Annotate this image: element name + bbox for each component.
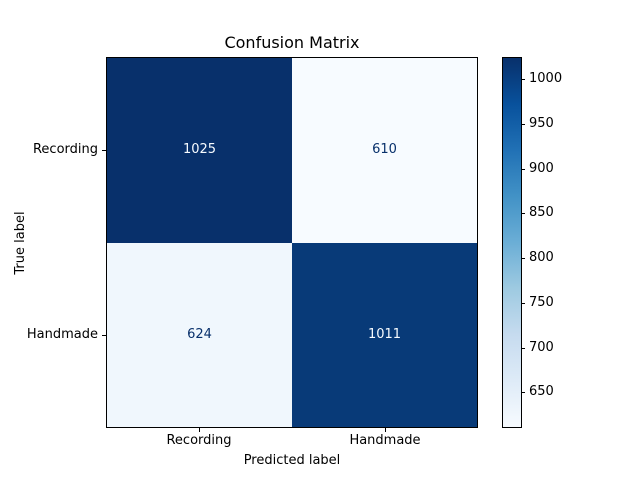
heatmap-axes: 1025 610 624 1011 — [106, 57, 478, 428]
colorbar-tick — [521, 124, 525, 125]
colorbar — [502, 57, 522, 428]
colorbar-tick-label: 800 — [529, 250, 554, 265]
colorbar-tick — [521, 348, 525, 349]
x-axis-tick — [199, 428, 200, 432]
colorbar-tick-label: 650 — [529, 384, 554, 399]
colorbar-tick — [521, 213, 525, 214]
matrix-cell-value: 624 — [187, 326, 212, 342]
chart-title: Confusion Matrix — [224, 33, 360, 52]
matrix-cell-true-handmade-pred-handmade: 1011 — [292, 242, 477, 427]
y-axis-tick — [102, 150, 106, 151]
colorbar-tick-label: 950 — [529, 116, 554, 131]
y-axis-tick — [102, 335, 106, 336]
x-tick-label-handmade: Handmade — [349, 433, 421, 448]
colorbar-gradient — [503, 58, 521, 427]
colorbar-tick-label: 900 — [529, 161, 554, 176]
matrix-cell-true-recording-pred-recording: 1025 — [107, 58, 292, 243]
colorbar-tick-label: 1000 — [529, 71, 563, 86]
matrix-cell-value: 610 — [372, 142, 397, 158]
colorbar-tick — [521, 79, 525, 80]
colorbar-tick-label: 750 — [529, 295, 554, 310]
matrix-cell-value: 1011 — [367, 326, 402, 342]
colorbar-tick-label: 850 — [529, 205, 554, 220]
y-tick-label-recording: Recording — [32, 142, 98, 157]
matrix-cell-true-handmade-pred-recording: 624 — [107, 242, 292, 427]
matrix-cell-true-recording-pred-handmade: 610 — [292, 58, 477, 243]
colorbar-tick — [521, 169, 525, 170]
x-axis-tick — [385, 428, 386, 432]
x-tick-label-recording: Recording — [166, 433, 232, 448]
y-tick-label-handmade: Handmade — [26, 327, 98, 342]
colorbar-tick — [521, 392, 525, 393]
colorbar-tick — [521, 303, 525, 304]
matrix-cell-value: 1025 — [182, 142, 217, 158]
x-axis-label: Predicted label — [243, 453, 341, 468]
colorbar-tick-label: 700 — [529, 340, 554, 355]
colorbar-tick — [521, 258, 525, 259]
y-axis-label: True label — [13, 211, 28, 275]
